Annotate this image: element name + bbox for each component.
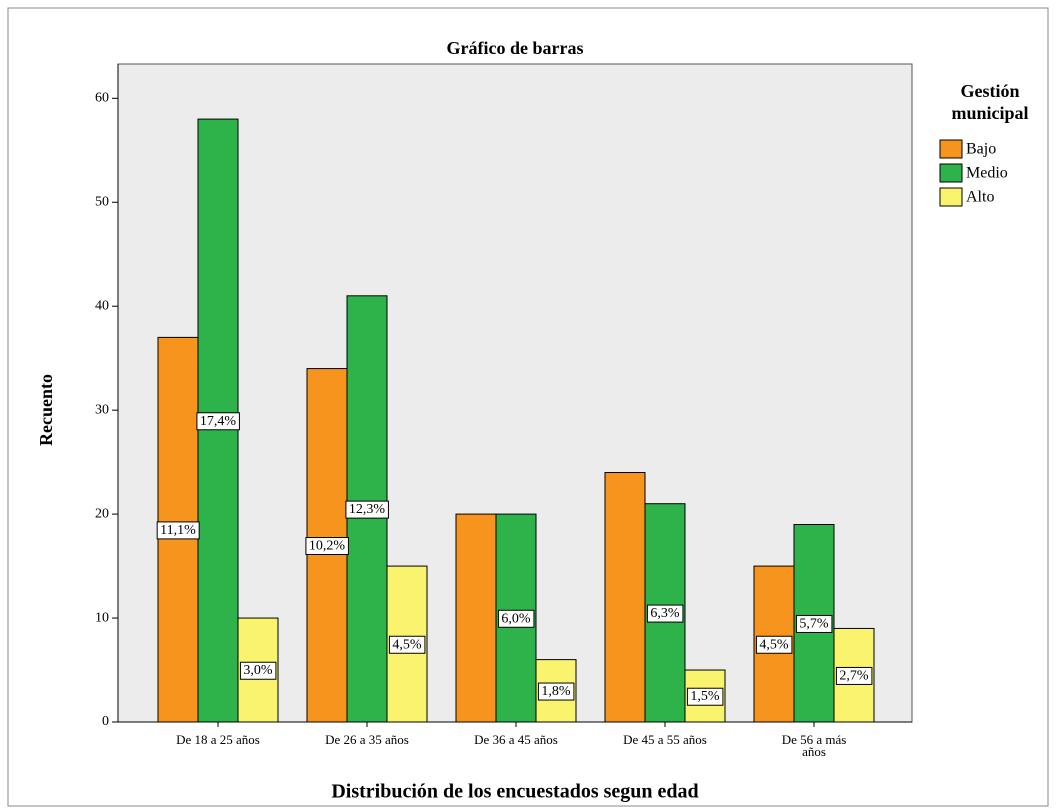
value-label: 4,5% <box>759 637 789 652</box>
y-tick-label: 30 <box>95 402 109 417</box>
value-label-box <box>686 687 724 706</box>
value-label: 12,3% <box>349 502 386 517</box>
legend-label: Bajo <box>966 141 996 158</box>
legend-swatch <box>939 163 963 183</box>
y-tick-label: 40 <box>95 298 109 313</box>
x-tick-label: De 56 a más años <box>781 732 847 759</box>
legend-swatch <box>939 139 963 159</box>
y-tick-label: 50 <box>95 194 109 209</box>
value-label-box <box>755 635 793 654</box>
value-label: 10,2% <box>309 539 346 554</box>
value-label-box <box>305 537 349 556</box>
x-tick-label: De 26 a 35 años <box>325 732 409 747</box>
value-label-box <box>646 604 684 623</box>
value-label: 11,1% <box>160 523 196 538</box>
chart-title: Gráfico de barras <box>447 38 584 58</box>
y-tick-label: 10 <box>95 610 109 625</box>
y-tick-label: 0 <box>102 714 109 729</box>
legend-title: Gestión municipal <box>951 81 1029 123</box>
legend-swatch <box>939 187 963 207</box>
y-tick-label: 20 <box>95 506 109 521</box>
value-label-box <box>835 666 873 685</box>
value-label-box <box>345 500 389 519</box>
value-label-box <box>196 412 240 431</box>
value-label: 17,4% <box>200 414 237 429</box>
value-label: 3,0% <box>243 663 273 678</box>
value-label: 2,7% <box>839 668 869 683</box>
x-tick-label: De 36 a 45 años <box>474 732 558 747</box>
value-label: 6,3% <box>650 606 680 621</box>
bar <box>455 513 497 723</box>
value-label: 6,0% <box>501 611 531 626</box>
bar <box>604 472 646 723</box>
value-label: 4,5% <box>392 637 422 652</box>
value-label: 1,5% <box>690 689 720 704</box>
x-tick-label: De 45 a 55 años <box>623 732 707 747</box>
x-axis-label: Distribución de los encuestados segun ed… <box>331 781 698 803</box>
value-label-box <box>537 682 575 701</box>
y-axis-label: Recuento <box>36 374 56 446</box>
value-label-box <box>388 635 426 654</box>
y-tick-label: 60 <box>95 91 109 106</box>
x-tick-label: De 18 a 25 años <box>176 732 260 747</box>
value-label: 1,8% <box>541 684 571 699</box>
legend-label: Medio <box>966 165 1008 182</box>
value-label-box <box>156 521 200 540</box>
value-label-box <box>497 609 535 628</box>
value-label: 5,7% <box>799 616 829 631</box>
legend-label: Alto <box>966 189 994 206</box>
value-label-box <box>795 614 833 633</box>
value-label-box <box>239 661 277 680</box>
